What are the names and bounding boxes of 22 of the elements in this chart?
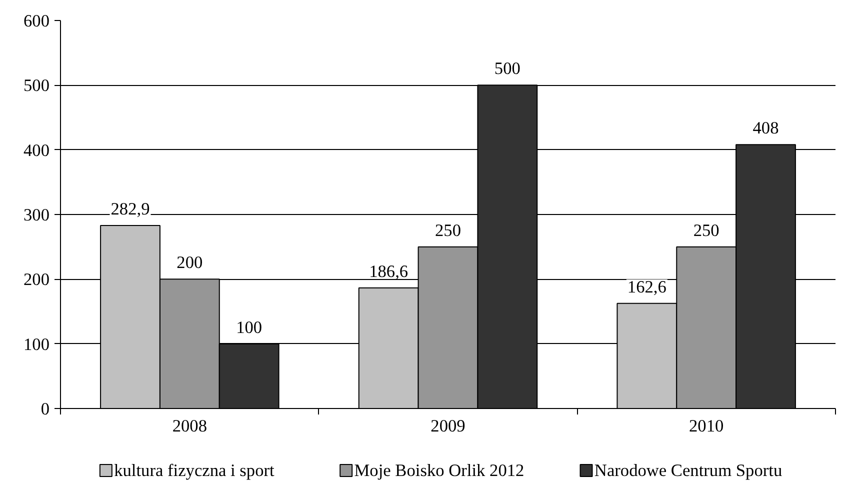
y-tick-label: 200: [24, 270, 50, 290]
data-label: 408: [752, 118, 779, 138]
data-label: 200: [176, 253, 203, 272]
y-tick-label: 100: [24, 334, 50, 354]
legend-label: kultura fizyczna i sport: [114, 461, 275, 480]
x-tick-label: 2009: [430, 416, 466, 436]
data-label: 250: [435, 220, 462, 240]
legend-label: Narodowe Centrum Sportu: [594, 461, 782, 480]
data-label: 186,6: [369, 262, 408, 281]
x-tick-label: 2008: [172, 416, 207, 436]
y-tick-label: 400: [24, 140, 50, 160]
data-label: 162,6: [627, 277, 667, 296]
data-label: 282,9: [110, 200, 150, 219]
data-label: 250: [693, 220, 720, 240]
data-label: 100: [236, 318, 262, 337]
y-tick-label: 500: [24, 76, 50, 96]
data-label: 500: [494, 59, 520, 78]
y-tick-label: 0: [40, 400, 50, 418]
y-tick-label: 600: [24, 12, 50, 30]
legend-label: Moje Boisko Orlik 2012: [354, 461, 524, 480]
x-tick-label: 2010: [689, 416, 724, 436]
y-tick-label: 300: [24, 206, 50, 224]
